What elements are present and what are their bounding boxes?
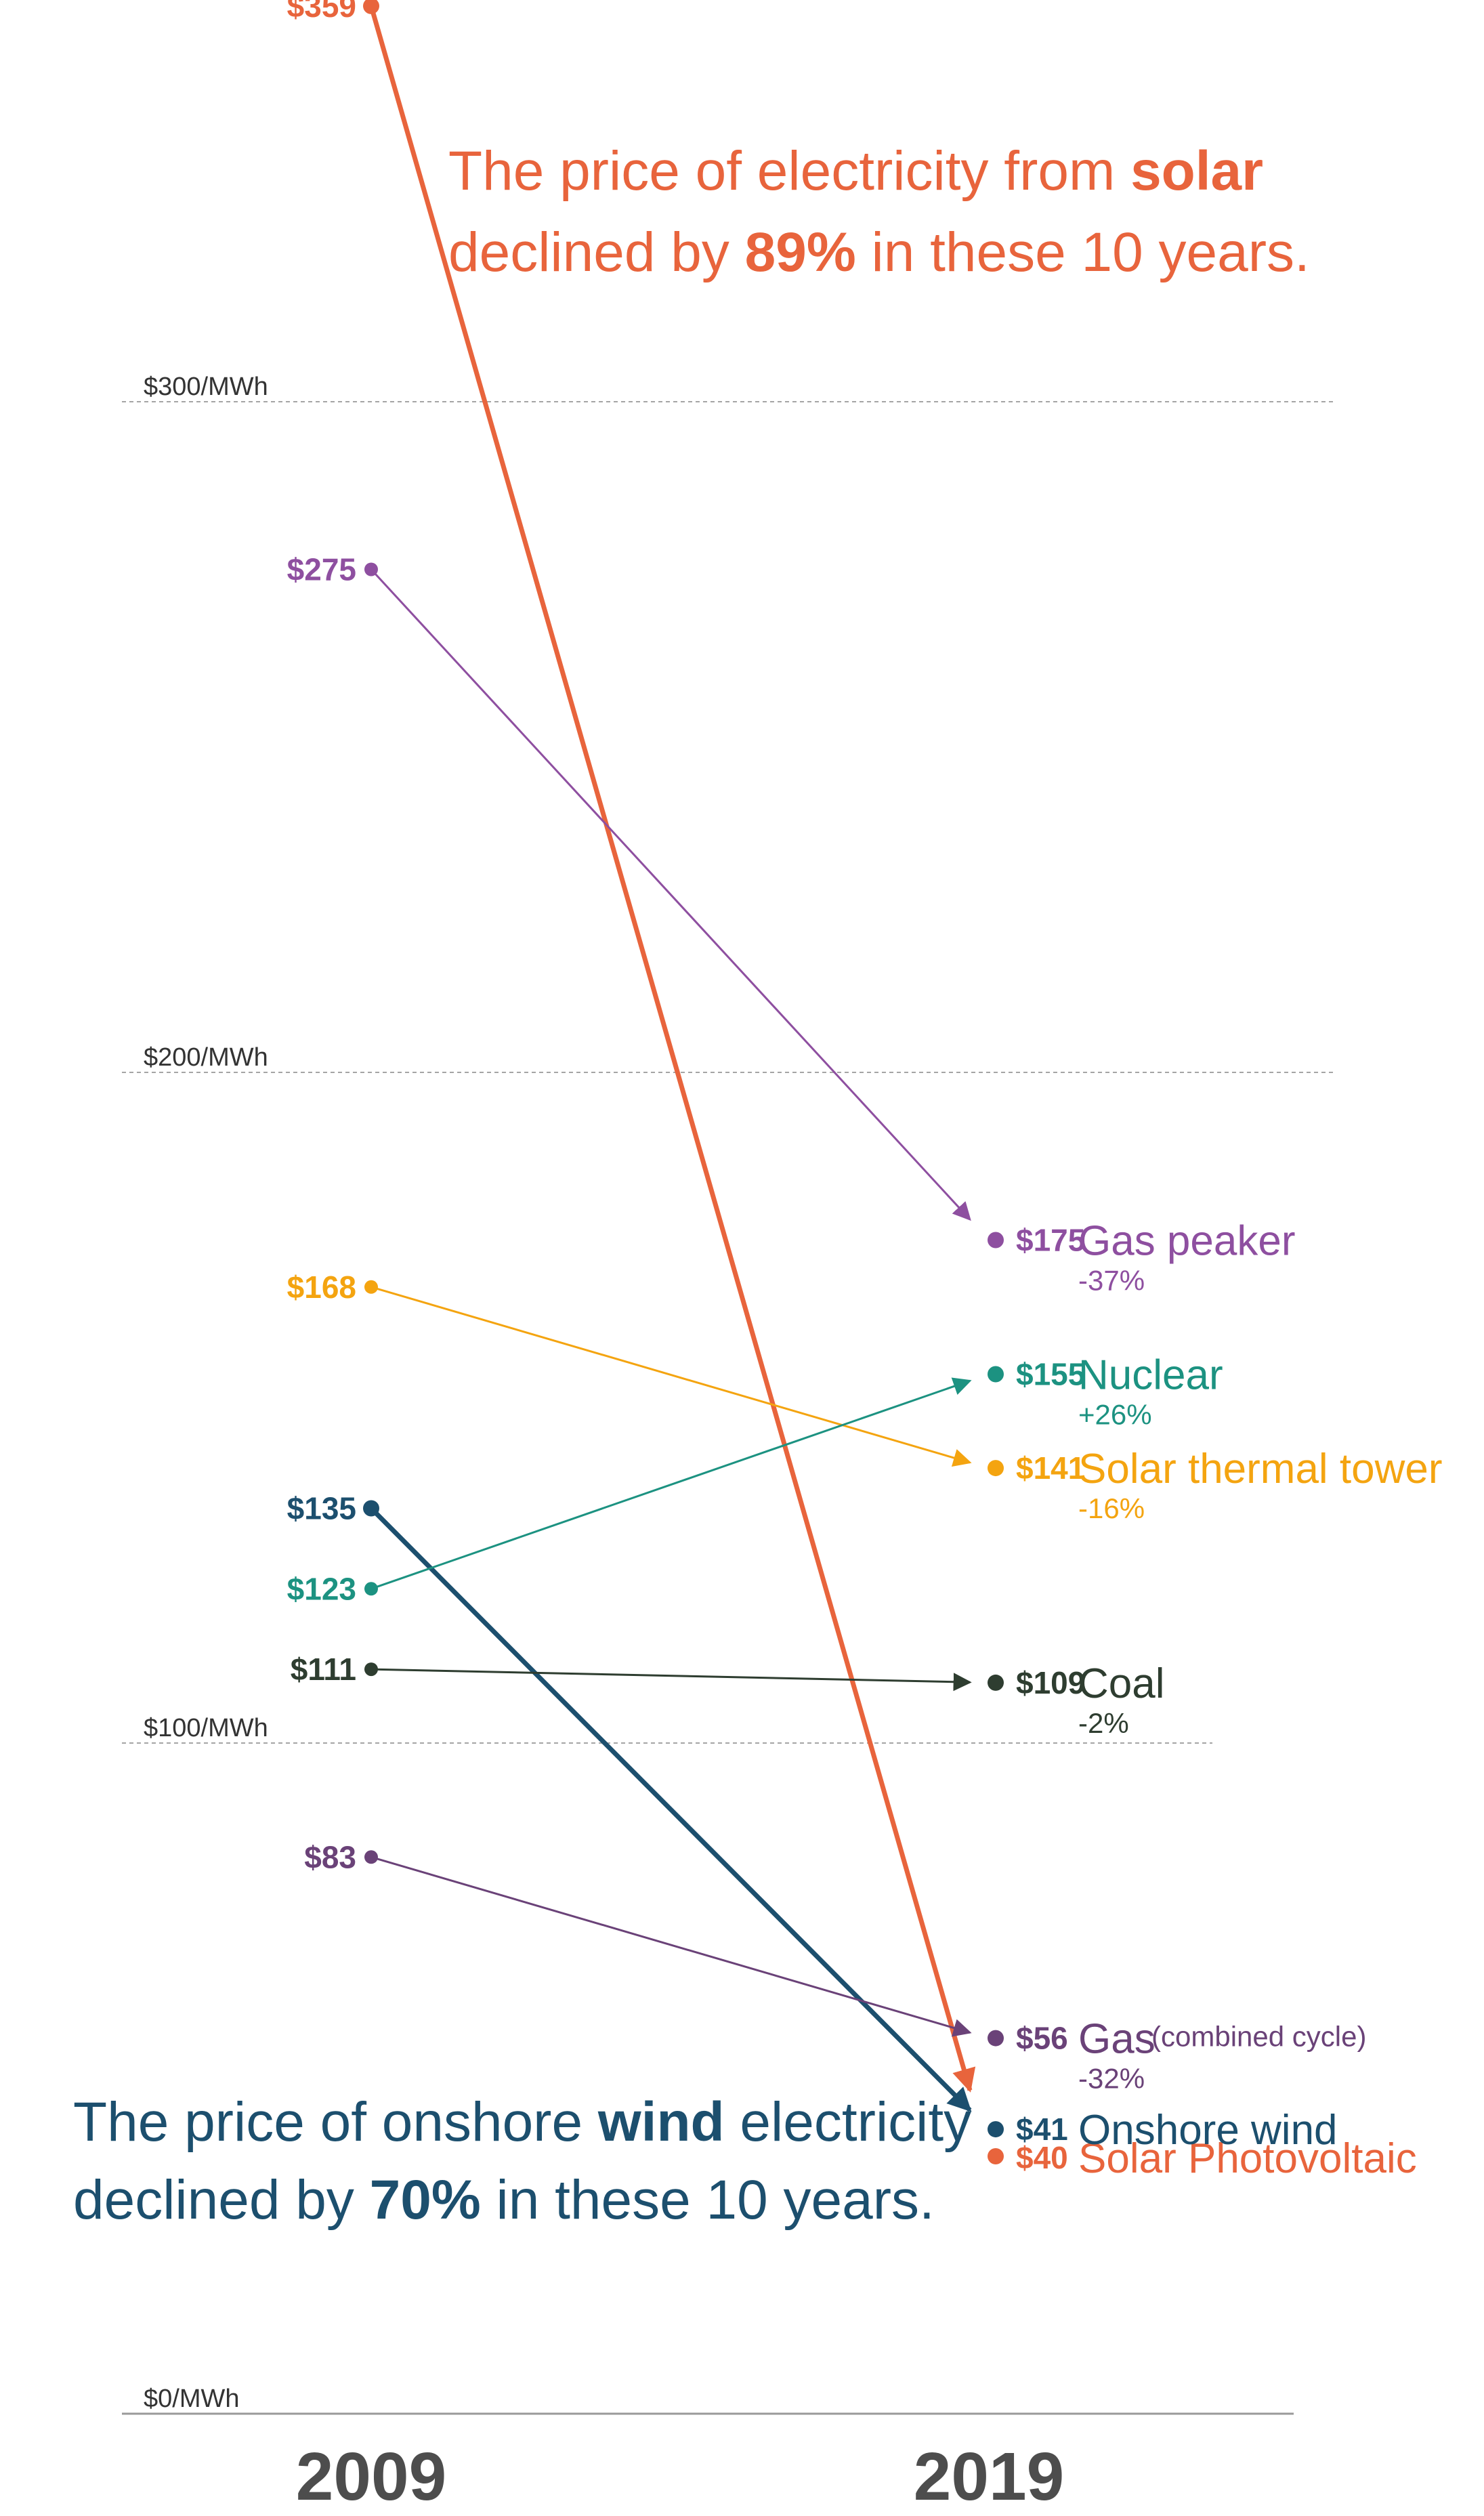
end-point-coal — [988, 1674, 1004, 1691]
series-name-solar-pv: Solar Photovoltaic — [1078, 2135, 1417, 2182]
line-gas-cc — [370, 1855, 972, 2037]
end-value-gas-cc: $56 — [1016, 2021, 1068, 2056]
solar-annotation-line-1: The price of electricity from solar — [448, 140, 1263, 202]
start-point-coal — [364, 1662, 378, 1677]
series-name-gas-peaker: Gas peaker — [1078, 1218, 1296, 1265]
grid-lines: $0/MWh $100/MWh $200/MWh $300/MWh — [122, 373, 1334, 2415]
change-coal: -2% — [1078, 1707, 1129, 1739]
y-tick-label: $300/MWh — [144, 373, 268, 401]
wind-annotation-line-2: declined by 70% in these 10 years. — [73, 2169, 935, 2231]
year-labels: 2009 2019 — [296, 2439, 1064, 2515]
end-value-solar-thermal: $141 — [1016, 1450, 1085, 1486]
series-lines — [363, 0, 1004, 2164]
start-value-solar-pv: $359 — [287, 0, 356, 24]
line-nuclear — [370, 1377, 972, 1590]
line-solar-thermal — [370, 1286, 972, 1467]
end-point-solar-pv — [988, 2148, 1004, 2164]
start-point-onshore-wind — [363, 1500, 379, 1517]
series-name-coal: Coal — [1078, 1660, 1165, 1707]
start-value-gas-peaker: $275 — [287, 552, 356, 587]
year-2009: 2009 — [296, 2439, 446, 2515]
end-value-solar-pv: $40 — [1016, 2140, 1068, 2175]
change-nuclear: +26% — [1078, 1399, 1152, 1431]
end-point-gas-peaker — [988, 1232, 1004, 1249]
line-coal — [370, 1668, 972, 1692]
end-point-gas-cc — [988, 2030, 1004, 2047]
end-value-onshore-wind: $41 — [1016, 2112, 1068, 2147]
y-tick-label: $200/MWh — [144, 1043, 268, 1072]
annotations: The price of electricity from solar decli… — [73, 140, 1310, 2231]
start-point-solar-thermal — [364, 1280, 378, 1294]
start-point-nuclear — [364, 1582, 378, 1596]
start-value-solar-thermal: $168 — [287, 1270, 356, 1305]
end-point-onshore-wind — [988, 2121, 1004, 2138]
start-value-gas-cc: $83 — [304, 1839, 356, 1874]
start-point-gas-cc — [364, 1850, 378, 1864]
series-subname-gas-cc: (combined cycle) — [1151, 2021, 1366, 2053]
series-name-gas-cc: Gas — [1078, 2016, 1156, 2063]
wind-annotation-text: wind — [597, 2091, 725, 2153]
start-value-coal: $111 — [291, 1652, 356, 1687]
wind-annotation-text: electricity — [725, 2091, 972, 2153]
solar-annotation-line-2: declined by 89% in these 10 years. — [448, 222, 1310, 283]
line-onshore-wind — [369, 1507, 972, 2112]
end-value-coal: $109 — [1016, 1665, 1085, 1700]
end-value-gas-peaker: $175 — [1016, 1223, 1085, 1258]
start-value-nuclear: $123 — [287, 1571, 356, 1606]
wind-annotation-text: in these 10 years. — [481, 2169, 935, 2231]
solar-annotation-text: declined by — [448, 222, 745, 283]
solar-annotation-text: The price of electricity from — [448, 140, 1130, 202]
series-name-onshore-wind: Onshore wind — [1078, 2107, 1338, 2154]
series-name-solar-thermal: Solar thermal tower — [1078, 1446, 1443, 1492]
wind-annotation-text: declined by — [73, 2169, 370, 2231]
y-tick-label: $0/MWh — [144, 2385, 239, 2413]
change-gas-peaker: -37% — [1078, 1265, 1145, 1297]
wind-annotation-text: 70% — [370, 2169, 481, 2231]
series-name-nuclear: Nuclear — [1078, 1352, 1223, 1399]
end-point-nuclear — [988, 1366, 1004, 1383]
change-gas-cc: -32% — [1078, 2063, 1145, 2095]
start-point-solar-pv — [363, 0, 379, 14]
solar-annotation-text: solar — [1130, 140, 1263, 202]
y-tick-label: $100/MWh — [144, 1714, 268, 1742]
wind-annotation-line-1: The price of onshore wind electricity — [73, 2091, 971, 2153]
line-solar-pv — [368, 5, 976, 2093]
start-point-gas-peaker — [364, 562, 378, 576]
wind-annotation-text: The price of onshore — [73, 2091, 598, 2153]
change-solar-thermal: -16% — [1078, 1492, 1145, 1524]
line-gas-peaker — [370, 568, 971, 1221]
solar-annotation-text: in these 10 years. — [856, 222, 1310, 283]
end-point-solar-thermal — [988, 1460, 1004, 1477]
start-value-onshore-wind: $135 — [287, 1491, 356, 1526]
solar-annotation-text: 89% — [745, 222, 856, 283]
year-2019: 2019 — [914, 2439, 1064, 2515]
end-value-nuclear: $155 — [1016, 1357, 1085, 1392]
